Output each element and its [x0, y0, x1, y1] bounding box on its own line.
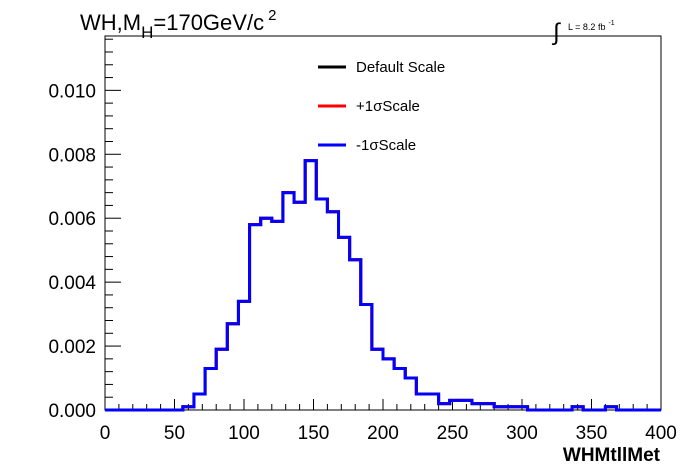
y-axis: 0.000 0.002 0.004 0.006 0.008 0.010	[48, 38, 121, 422]
histogram-line-series-0	[105, 159, 661, 412]
y-tick-label: 0.004	[48, 273, 96, 294]
x-tick-label: 0	[100, 423, 111, 444]
y-tick-label: 0.006	[48, 209, 96, 230]
x-tick-label: 400	[645, 423, 677, 444]
series-group	[105, 159, 661, 412]
x-axis-title: WHMtllMet	[563, 445, 661, 466]
y-tick-label: 0.002	[48, 337, 96, 358]
histogram-line-series-2	[105, 159, 661, 412]
y-tick-label: 0.000	[48, 401, 96, 422]
luminosity-text: L = 8.2 fb -1	[568, 20, 615, 32]
y-tick-label: 0.008	[48, 145, 96, 166]
x-axis: 0 50 100 150 200 250 300 350 400	[100, 399, 677, 444]
x-tick-label: 300	[506, 423, 538, 444]
x-tick-label: 350	[576, 423, 608, 444]
x-tick-label: 50	[164, 423, 185, 444]
y-tick-label: 0.010	[48, 81, 96, 102]
chart-title: WH,MH=170GeV/c 2	[80, 7, 276, 42]
x-tick-label: 100	[228, 423, 260, 444]
legend-label-default: Default Scale	[356, 59, 445, 76]
integral-symbol: ∫	[551, 19, 561, 46]
legend-label-plus: +1σScale	[356, 98, 420, 115]
x-tick-label: 250	[437, 423, 469, 444]
legend: Default Scale +1σScale -1σScale	[318, 59, 445, 154]
histogram-line-series-1	[105, 159, 661, 412]
x-tick-label: 200	[367, 423, 399, 444]
x-tick-label: 150	[298, 423, 330, 444]
luminosity-label: ∫ L = 8.2 fb -1	[551, 19, 615, 46]
legend-label-minus: -1σScale	[356, 137, 416, 154]
